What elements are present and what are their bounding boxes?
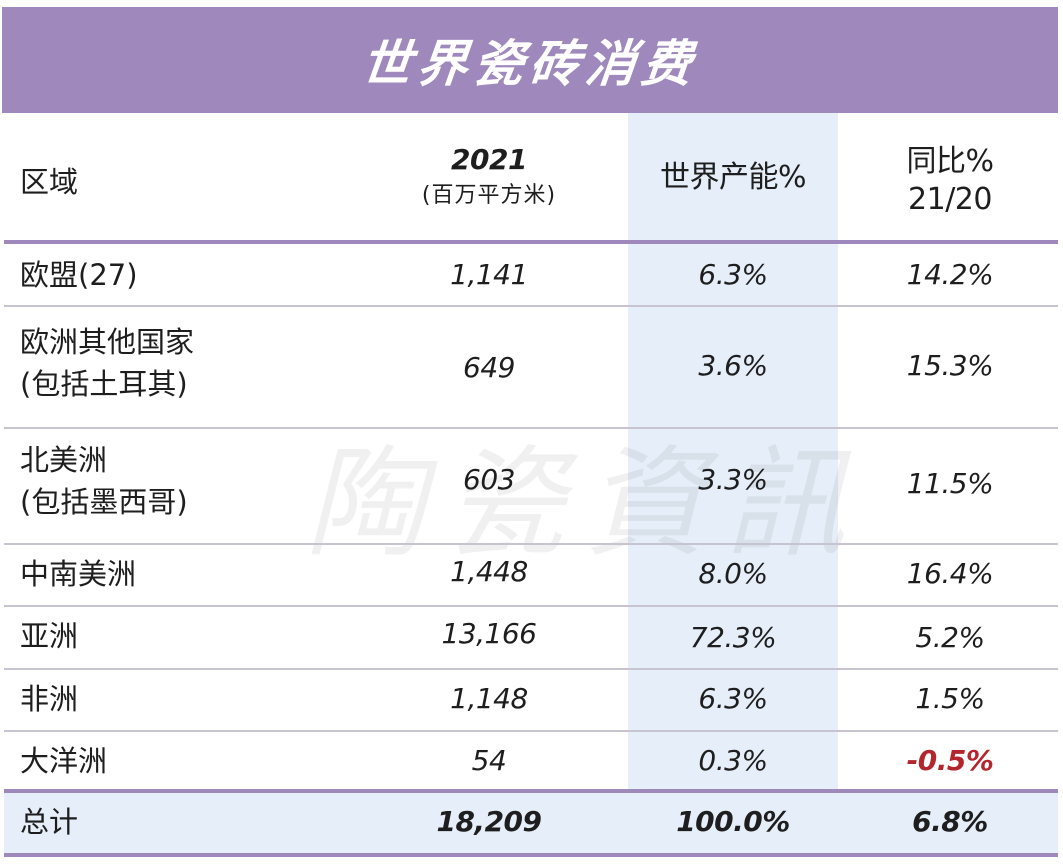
title-banner: 世界瓷砖消费: [2, 7, 1058, 113]
yoy-cell-negative: -0.5%: [906, 744, 994, 777]
share-cell: 8.0%: [698, 557, 768, 590]
header-yoy-label: 同比%: [906, 144, 994, 179]
share-cell: 0.3%: [698, 744, 768, 777]
table-row: 亚洲 13,166 72.3% 5.2%: [4, 607, 1058, 668]
header-yoy: 同比% 21/20: [850, 143, 1050, 219]
share-cell: 6.3%: [698, 682, 768, 715]
total-volume: 18,209: [436, 805, 542, 838]
region-cell: 欧盟(27): [20, 258, 138, 292]
header-share: 世界产能%: [628, 159, 838, 197]
watermark: 陶瓷資訊: [305, 435, 865, 574]
total-label: 总计: [20, 805, 79, 839]
table-row: 北美洲 (包括墨西哥) 603 3.3% 11.5%: [4, 429, 1058, 543]
header-yoy-period: 21/20: [908, 182, 992, 217]
header-volume: 2021 (百万平方米): [384, 141, 594, 213]
volume-cell: 13,166: [441, 617, 537, 650]
region-cell: 北美洲 (包括墨西哥): [20, 439, 188, 523]
region-cell: 中南美洲: [20, 557, 137, 591]
yoy-cell: 1.5%: [915, 682, 985, 715]
share-cell: 3.3%: [698, 463, 768, 496]
row-separator: [4, 305, 1058, 307]
yoy-cell: 14.2%: [906, 258, 994, 291]
header-year: 2021: [451, 143, 527, 176]
row-separator: [4, 543, 1058, 545]
row-separator: [4, 427, 1058, 429]
yoy-cell: 11.5%: [906, 467, 994, 500]
row-separator: [4, 668, 1058, 670]
region-note: (包括墨西哥): [20, 485, 188, 519]
row-separator: [4, 605, 1058, 607]
table-row: 欧盟(27) 1,141 6.3% 14.2%: [4, 244, 1058, 305]
volume-cell: 1,148: [450, 682, 528, 715]
share-cell: 3.6%: [698, 349, 768, 382]
header-region: 区域: [20, 165, 79, 199]
total-row-background: [4, 791, 1058, 855]
yoy-cell: 5.2%: [915, 621, 985, 654]
page-title: 世界瓷砖消费: [358, 35, 701, 93]
volume-cell: 1,448: [450, 555, 528, 588]
region-cell: 非洲: [20, 682, 79, 716]
table-row: 大洋洲 54 0.3% -0.5%: [4, 732, 1058, 791]
yoy-cell: 16.4%: [906, 557, 994, 590]
total-row: 总计 18,209 100.0% 6.8%: [4, 793, 1058, 853]
header-share-label: 世界产能%: [659, 160, 807, 195]
share-cell: 6.3%: [698, 258, 768, 291]
total-yoy: 6.8%: [912, 805, 988, 838]
table-row: 中南美洲 1,448 8.0% 16.4%: [4, 545, 1058, 605]
region-name: 北美洲: [20, 443, 108, 477]
volume-cell: 603: [463, 463, 515, 496]
total-share: 100.0%: [676, 805, 790, 838]
region-name: 欧洲其他国家: [20, 325, 195, 359]
total-top-border: [4, 789, 1058, 793]
region-cell: 亚洲: [20, 619, 79, 653]
total-bottom-border: [4, 853, 1058, 857]
table-row: 非洲 1,148 6.3% 1.5%: [4, 670, 1058, 730]
highlight-column-share: [628, 113, 838, 791]
volume-cell: 1,141: [450, 258, 528, 291]
share-cell: 72.3%: [689, 621, 777, 654]
region-note: (包括土耳其): [20, 367, 188, 401]
row-separator: [4, 730, 1058, 732]
header-separator: [4, 240, 1058, 244]
yoy-cell: 15.3%: [906, 349, 994, 382]
volume-cell: 649: [463, 351, 515, 384]
header-unit: (百万平方米): [421, 183, 557, 208]
table-header: 区域 2021 (百万平方米) 世界产能% 同比% 21/20: [4, 113, 1058, 242]
region-cell: 大洋洲: [20, 744, 108, 778]
region-cell: 欧洲其他国家 (包括土耳其): [20, 321, 194, 405]
table-row: 欧洲其他国家 (包括土耳其) 649 3.6% 15.3%: [4, 307, 1058, 427]
volume-cell: 54: [471, 744, 507, 777]
